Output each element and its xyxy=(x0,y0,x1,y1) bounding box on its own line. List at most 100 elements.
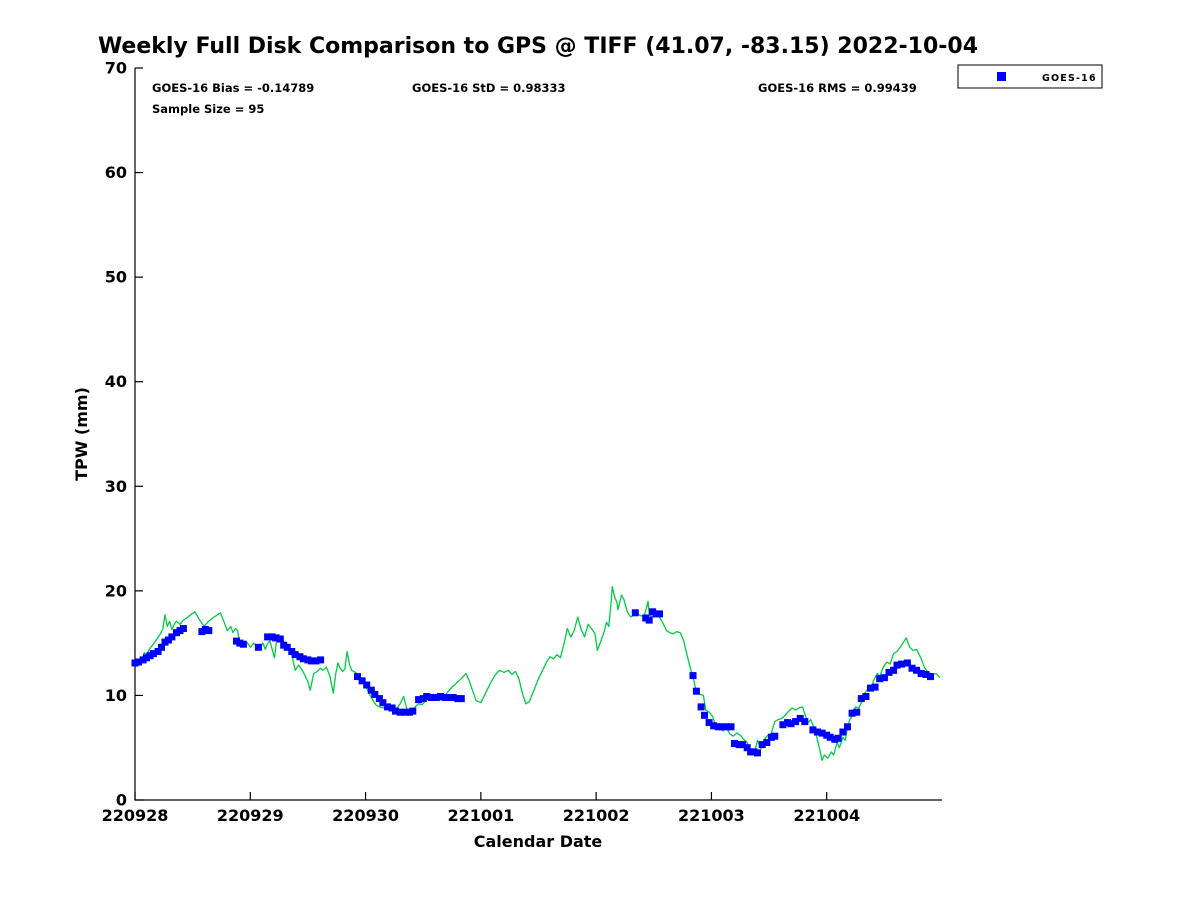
plot-area: 0 10 20 30 40 50 60 70 220928 220929 220930 221001 2… xyxy=(102,59,942,825)
y-tick-label: 40 xyxy=(105,372,127,391)
stat-bias: GOES-16 Bias = -0.14789 xyxy=(152,81,314,95)
goes16-marker xyxy=(826,733,834,741)
goes16-marker xyxy=(427,694,435,701)
x-tick-label: 220928 xyxy=(102,806,169,825)
y-axis-label: TPW (mm) xyxy=(72,387,91,481)
goes16-marker xyxy=(179,625,187,632)
goes16-marker xyxy=(697,703,705,711)
goes16-marker xyxy=(853,708,861,716)
goes16-marker xyxy=(358,677,366,685)
y-tick-label: 50 xyxy=(105,268,127,287)
goes16-marker xyxy=(354,673,361,681)
goes16-marker xyxy=(903,659,911,667)
goes16-marker xyxy=(371,690,379,698)
goes16-marker xyxy=(149,650,157,658)
goes16-marker xyxy=(792,718,800,726)
goes16-marker xyxy=(656,610,663,618)
goes16-marker xyxy=(396,708,404,716)
goes16-marker xyxy=(731,740,738,747)
goes16-marker xyxy=(264,633,272,641)
goes16-marker xyxy=(727,723,735,731)
stat-sample-size: Sample Size = 95 xyxy=(152,102,264,116)
goes16-marker xyxy=(898,660,906,668)
goes16-marker xyxy=(893,661,901,669)
goes16-marker xyxy=(283,643,291,651)
goes16-marker xyxy=(432,694,440,701)
goes16-marker xyxy=(437,693,444,700)
goes16-marker xyxy=(254,643,262,651)
goes16-marker xyxy=(392,707,399,715)
goes16-marker xyxy=(154,648,162,655)
goes16-marker xyxy=(922,671,930,678)
x-tick-label: 221004 xyxy=(793,806,860,825)
goes16-legend-marker-icon xyxy=(997,72,1006,81)
goes16-marker xyxy=(722,723,730,731)
goes16-marker xyxy=(409,707,417,715)
goes16-marker xyxy=(367,686,375,694)
goes16-marker xyxy=(384,703,391,711)
goes16-marker xyxy=(445,694,453,701)
goes16-marker xyxy=(779,721,787,729)
goes16-marker xyxy=(718,723,726,731)
goes16-marker xyxy=(834,734,842,742)
legend: GOES-16 xyxy=(957,64,1103,89)
goes16-marker xyxy=(363,681,371,689)
x-tick-label: 220929 xyxy=(217,806,284,825)
goes16-marker xyxy=(739,741,747,749)
goes16-marker xyxy=(927,673,934,681)
goes16-marker xyxy=(205,627,213,635)
goes16-marker xyxy=(862,693,870,700)
goes16-marker xyxy=(848,709,856,717)
y-tick-label: 60 xyxy=(105,163,127,182)
goes16-marker xyxy=(743,744,751,752)
goes16-marker xyxy=(876,675,884,683)
goes16-marker xyxy=(705,719,713,727)
goes16-marker xyxy=(754,749,761,757)
goes16-marker xyxy=(158,643,165,651)
goes16-marker xyxy=(771,732,779,740)
goes16-marker xyxy=(908,664,916,672)
goes16-marker xyxy=(913,666,921,674)
goes16-marker xyxy=(135,658,142,666)
y-tick-label: 30 xyxy=(105,477,127,496)
goes16-marker xyxy=(710,722,718,730)
goes16-marker xyxy=(801,718,809,726)
legend-box xyxy=(957,64,1103,89)
x-tick-label: 221003 xyxy=(678,806,745,825)
goes16-marker xyxy=(291,651,299,659)
goes16-marker xyxy=(692,687,700,695)
goes16-marker xyxy=(689,672,697,680)
goes16-marker xyxy=(758,741,766,749)
x-tick-label: 221001 xyxy=(447,806,514,825)
legend-label-goes16: GOES-16 xyxy=(1042,73,1097,84)
goes16-marker xyxy=(401,708,409,716)
goes16-marker xyxy=(880,674,888,682)
goes16-marker xyxy=(701,711,708,719)
goes16-marker xyxy=(814,728,821,736)
goes16-marker xyxy=(787,720,795,728)
goes16-marker xyxy=(917,670,925,677)
axis-lines xyxy=(134,68,942,801)
x-axis-label: Calendar Date xyxy=(474,832,603,851)
y-tick-label: 20 xyxy=(105,581,127,600)
goes16-marker xyxy=(379,699,387,707)
goes16-marker xyxy=(375,695,383,703)
goes16-marker xyxy=(457,695,465,703)
goes16-marker xyxy=(839,728,847,736)
goes16-marker xyxy=(299,655,307,663)
goes16-marker xyxy=(317,656,325,664)
goes16-marker xyxy=(307,657,315,665)
x-tick-label: 220930 xyxy=(332,806,399,825)
goes16-markers xyxy=(131,608,934,757)
goes16-marker xyxy=(796,714,804,722)
goes16-marker xyxy=(809,726,817,734)
goes16-marker xyxy=(276,635,284,643)
goes16-marker xyxy=(645,616,653,624)
goes16-marker xyxy=(415,696,423,704)
y-tick-label: 70 xyxy=(105,59,127,78)
stat-rms: GOES-16 RMS = 0.99439 xyxy=(758,81,917,95)
chart-title: Weekly Full Disk Comparison to GPS @ TIF… xyxy=(98,34,978,59)
goes16-marker xyxy=(272,634,280,642)
